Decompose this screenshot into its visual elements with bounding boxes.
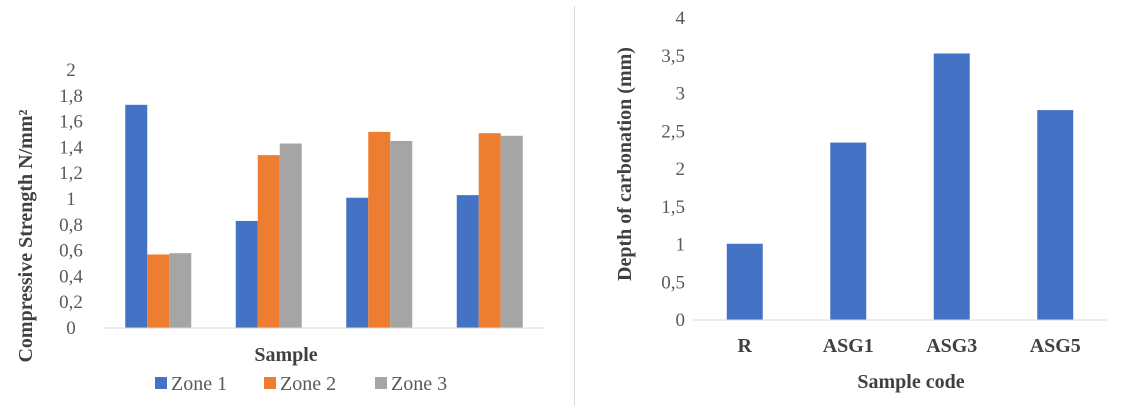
bar	[368, 131, 391, 328]
y-tick-label: 2	[66, 60, 76, 81]
bar	[456, 195, 479, 328]
legend-swatch	[264, 377, 276, 389]
y-tick-label: 0,2	[59, 292, 83, 313]
y-axis-title: Depth of carbonation (mm)	[614, 47, 636, 281]
y-tick-label: 2	[676, 159, 686, 180]
bar	[169, 253, 192, 328]
carbonation-depth-chart: 0 0,5 1 1,5 2 2,5 3 3,5 4 R ASG1 ASG3 ASG5 Sample c…	[614, 8, 1107, 393]
bar	[726, 243, 763, 320]
bar	[346, 197, 369, 328]
y-tick-label: 0,5	[661, 272, 685, 293]
y-tick-label: 1,5	[661, 197, 685, 218]
y-tick-label: 0	[66, 318, 76, 339]
compressive-strength-chart: 0 0,2 0,4 0,6 0,8 1 1,2 1,4 1,6 1,8 2 Sample Compr…	[15, 60, 545, 395]
y-tick-label: 1	[66, 189, 76, 210]
y-axis-title: Compressive Strength N/mm²	[15, 109, 37, 362]
x-tick-label: R	[738, 335, 753, 357]
legend-label: Zone 2	[280, 373, 336, 395]
x-axis-title: Sample code	[857, 371, 964, 393]
x-tick-label: ASG5	[1030, 335, 1081, 357]
y-tick-label: 3,5	[661, 46, 685, 67]
y-tick-label: 1,4	[59, 137, 83, 158]
y-tick-label: 2,5	[661, 121, 685, 142]
y-tick-label: 1	[676, 235, 686, 256]
y-tick-label: 3	[676, 84, 686, 105]
legend-swatch	[155, 377, 167, 389]
bar	[235, 220, 258, 328]
bar	[478, 133, 501, 328]
y-tick-label: 0,4	[59, 266, 83, 287]
x-axis-title: Sample	[254, 344, 317, 366]
bar	[933, 53, 970, 321]
legend-label: Zone 1	[171, 373, 227, 395]
legend-label: Zone 3	[391, 373, 447, 395]
bar	[390, 140, 413, 328]
bar	[257, 155, 280, 328]
y-tick-label: 4	[676, 8, 686, 29]
y-tick-label: 0,8	[59, 215, 83, 236]
bar	[279, 143, 302, 328]
y-tick-label: 1,2	[59, 163, 83, 184]
x-tick-label: ASG1	[823, 335, 874, 357]
bar	[830, 142, 867, 320]
y-tick-label: 0,6	[59, 241, 83, 262]
y-tick-label: 1,6	[59, 112, 83, 133]
bar	[125, 104, 148, 328]
bar	[1037, 110, 1074, 320]
legend: Zone 1 Zone 2 Zone 3	[155, 373, 447, 395]
y-tick-label: 0	[676, 310, 686, 331]
y-tick-label: 1,8	[59, 86, 83, 107]
bar	[147, 254, 170, 328]
legend-swatch	[375, 377, 387, 389]
bar	[500, 135, 523, 328]
x-tick-label: ASG3	[926, 335, 977, 357]
panel-divider	[574, 6, 575, 406]
